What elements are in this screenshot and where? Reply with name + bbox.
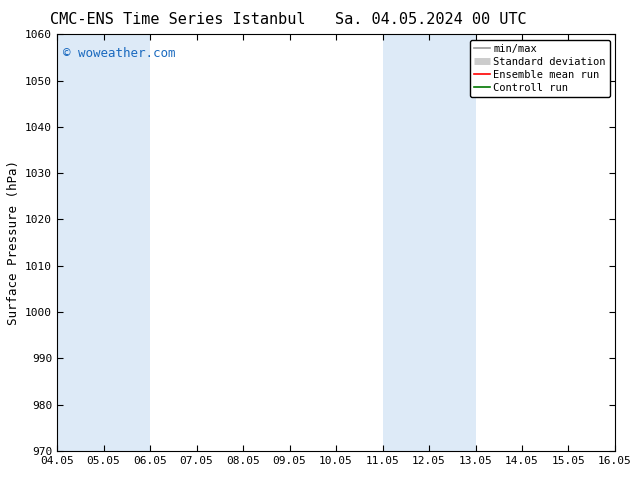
Text: CMC-ENS Time Series Istanbul: CMC-ENS Time Series Istanbul — [50, 12, 305, 27]
Bar — [57, 34, 103, 451]
Y-axis label: Surface Pressure (hPa): Surface Pressure (hPa) — [6, 160, 20, 325]
Text: Sa. 04.05.2024 00 UTC: Sa. 04.05.2024 00 UTC — [335, 12, 527, 27]
Bar — [103, 34, 150, 451]
Bar — [429, 34, 476, 451]
Legend: min/max, Standard deviation, Ensemble mean run, Controll run: min/max, Standard deviation, Ensemble me… — [470, 40, 610, 97]
Text: © woweather.com: © woweather.com — [63, 47, 175, 60]
Bar — [382, 34, 429, 451]
